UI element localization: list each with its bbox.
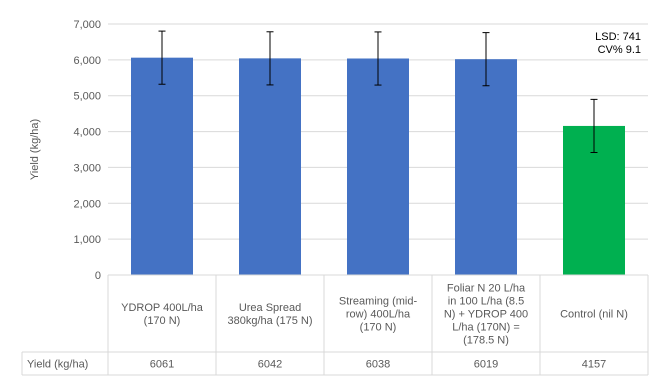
category-label: Control (nil N): [560, 309, 628, 321]
table-cell-value: 4157: [582, 359, 606, 371]
table-cell-value: 6019: [474, 359, 498, 371]
y-tick-label: 4,000: [73, 127, 101, 139]
cv-annotation: CV% 9.1: [598, 44, 641, 56]
bar: [455, 59, 517, 275]
lsd-annotation: LSD: 741: [595, 31, 641, 43]
y-axis-label: Yield (kg/ha): [29, 119, 41, 180]
y-tick-label: 3,000: [73, 162, 101, 174]
bar: [131, 57, 193, 275]
y-tick-label: 2,000: [73, 198, 101, 210]
y-tick-label: 1,000: [73, 234, 101, 246]
category-label: YDROP 400L/ha (170 N): [121, 302, 204, 327]
y-tick-label: 0: [95, 270, 101, 282]
category-label: Streaming (mid-row) 400L/ha (170 N): [339, 296, 418, 334]
category-label: Urea Spread 380kg/ha (175 N): [228, 302, 313, 327]
y-tick-labels: 0 1,000 2,000 3,000 4,000 5,000 6,000 7,000: [73, 19, 101, 282]
bars: [131, 57, 625, 276]
y-tick-label: 5,000: [73, 91, 101, 103]
category-label: Foliar N 20 L/ha in 100 L/ha (8.5 N) + YDR…: [444, 283, 528, 347]
y-tick-label: 7,000: [73, 19, 101, 31]
error-bar: [482, 32, 490, 87]
y-tick-label: 6,000: [73, 55, 101, 67]
error-bar: [590, 98, 598, 154]
bar: [347, 58, 409, 276]
table-row-label: Yield (kg/ha): [27, 359, 88, 371]
table-cell-value: 6061: [150, 359, 174, 371]
data-table: YDROP 400L/ha (170 N) Urea Spread 380kg/ha …: [21, 274, 649, 376]
error-bar: [374, 31, 382, 86]
table-cell-value: 6038: [366, 359, 390, 371]
bar: [239, 58, 301, 276]
table-cell-value: 6042: [258, 359, 282, 371]
error-bar: [266, 31, 274, 86]
error-bar: [158, 30, 166, 85]
error-bars: [158, 30, 598, 154]
